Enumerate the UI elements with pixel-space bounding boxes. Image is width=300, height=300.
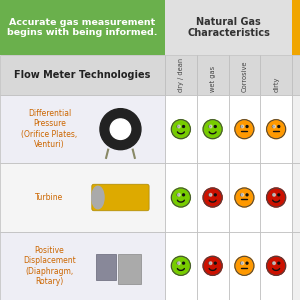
Circle shape	[272, 125, 275, 128]
FancyBboxPatch shape	[292, 163, 300, 232]
FancyBboxPatch shape	[260, 163, 292, 232]
Text: dirty: dirty	[273, 76, 279, 92]
Text: wet gas: wet gas	[210, 66, 216, 92]
FancyBboxPatch shape	[96, 254, 116, 280]
Circle shape	[183, 194, 184, 196]
Circle shape	[246, 194, 248, 196]
Circle shape	[241, 125, 244, 128]
Circle shape	[177, 194, 180, 196]
Circle shape	[273, 262, 275, 265]
Text: Corrosive: Corrosive	[242, 61, 248, 92]
Circle shape	[209, 262, 212, 265]
Circle shape	[241, 262, 243, 264]
FancyBboxPatch shape	[292, 0, 300, 55]
Ellipse shape	[92, 186, 104, 209]
Circle shape	[209, 262, 211, 264]
Circle shape	[278, 194, 280, 196]
Circle shape	[177, 194, 179, 196]
FancyBboxPatch shape	[0, 55, 165, 95]
Circle shape	[235, 188, 254, 207]
Circle shape	[278, 262, 280, 264]
FancyBboxPatch shape	[197, 163, 229, 232]
Circle shape	[235, 120, 254, 139]
Circle shape	[203, 256, 222, 275]
Circle shape	[209, 194, 212, 196]
Circle shape	[267, 256, 286, 275]
FancyBboxPatch shape	[197, 232, 229, 300]
Circle shape	[209, 125, 211, 128]
Circle shape	[214, 125, 216, 128]
FancyBboxPatch shape	[165, 0, 300, 55]
Circle shape	[177, 125, 179, 128]
Circle shape	[241, 125, 243, 128]
Circle shape	[273, 125, 275, 128]
Circle shape	[183, 125, 184, 128]
FancyBboxPatch shape	[229, 232, 260, 300]
Circle shape	[209, 194, 211, 196]
Text: Differential
Pressure
(Orifice Plates,
Venturi): Differential Pressure (Orifice Plates, V…	[21, 109, 78, 149]
Circle shape	[241, 194, 243, 196]
FancyBboxPatch shape	[260, 55, 292, 95]
FancyBboxPatch shape	[197, 55, 229, 95]
Text: Turbine: Turbine	[35, 193, 64, 202]
Circle shape	[100, 109, 141, 150]
Circle shape	[273, 194, 275, 196]
Circle shape	[183, 262, 184, 264]
FancyBboxPatch shape	[229, 95, 260, 163]
Circle shape	[241, 194, 244, 196]
Text: Natural Gas
Characteristics: Natural Gas Characteristics	[187, 17, 270, 38]
Circle shape	[214, 194, 216, 196]
Circle shape	[203, 120, 222, 139]
Circle shape	[267, 188, 286, 207]
FancyBboxPatch shape	[165, 95, 197, 163]
FancyBboxPatch shape	[260, 95, 292, 163]
FancyBboxPatch shape	[92, 184, 149, 211]
Circle shape	[177, 125, 180, 128]
FancyBboxPatch shape	[0, 163, 165, 232]
FancyBboxPatch shape	[0, 232, 165, 300]
Circle shape	[235, 256, 254, 275]
FancyBboxPatch shape	[118, 254, 141, 284]
Circle shape	[171, 256, 190, 275]
FancyBboxPatch shape	[292, 95, 300, 163]
Circle shape	[214, 262, 216, 264]
FancyBboxPatch shape	[229, 55, 260, 95]
Circle shape	[272, 194, 275, 196]
FancyBboxPatch shape	[292, 55, 300, 95]
Circle shape	[177, 262, 180, 265]
FancyBboxPatch shape	[260, 232, 292, 300]
Circle shape	[177, 262, 179, 264]
Circle shape	[171, 188, 190, 207]
Circle shape	[203, 188, 222, 207]
FancyBboxPatch shape	[292, 232, 300, 300]
Text: Flow Meter Technologies: Flow Meter Technologies	[14, 70, 151, 80]
FancyBboxPatch shape	[165, 232, 197, 300]
Circle shape	[246, 262, 248, 264]
FancyBboxPatch shape	[197, 95, 229, 163]
FancyBboxPatch shape	[0, 0, 165, 55]
FancyBboxPatch shape	[165, 163, 197, 232]
FancyBboxPatch shape	[0, 95, 165, 163]
Text: Accurate gas measurement
begins with being informed.: Accurate gas measurement begins with bei…	[7, 18, 158, 37]
FancyBboxPatch shape	[165, 55, 197, 95]
Circle shape	[110, 119, 131, 140]
Circle shape	[278, 125, 280, 128]
Circle shape	[272, 262, 275, 264]
Circle shape	[241, 262, 244, 265]
Circle shape	[267, 120, 286, 139]
Circle shape	[171, 120, 190, 139]
Circle shape	[246, 125, 248, 128]
Circle shape	[209, 125, 212, 128]
Text: Positive
Displacement
(Diaphragm,
Rotary): Positive Displacement (Diaphragm, Rotary…	[23, 246, 76, 286]
FancyBboxPatch shape	[229, 163, 260, 232]
Text: dry / dean: dry / dean	[178, 58, 184, 92]
